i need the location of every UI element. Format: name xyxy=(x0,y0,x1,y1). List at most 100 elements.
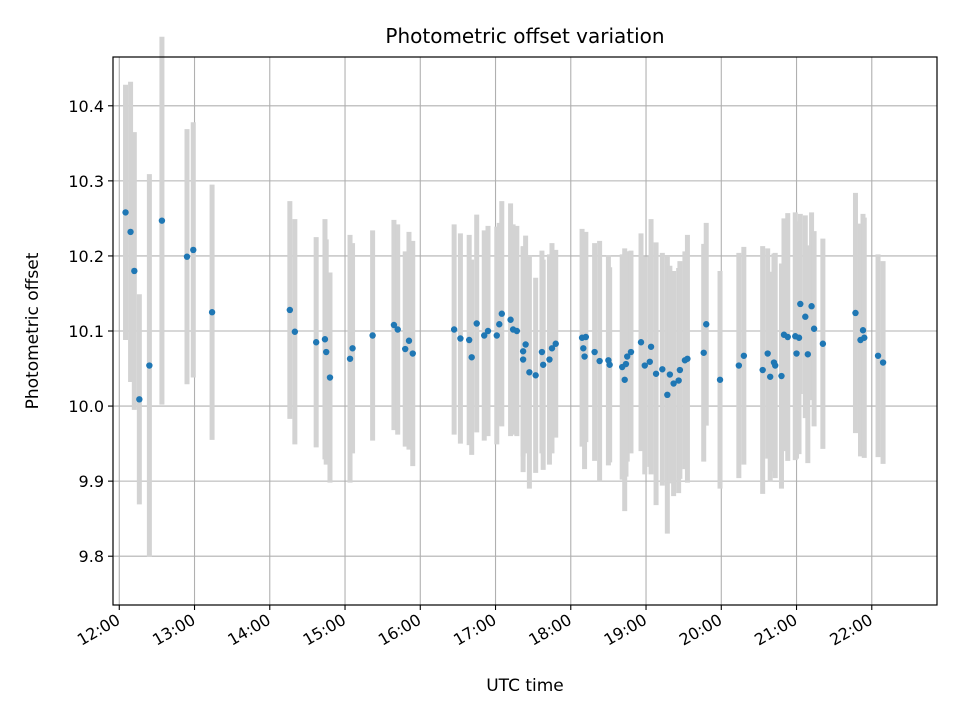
data-point xyxy=(532,372,539,379)
data-point xyxy=(735,362,743,369)
x-axis-label: UTC time xyxy=(486,676,564,696)
data-point xyxy=(764,350,771,357)
data-point xyxy=(496,321,503,328)
data-point xyxy=(637,339,645,346)
data-point xyxy=(484,327,492,335)
y-tick-label: 10.2 xyxy=(68,247,104,266)
data-point xyxy=(548,345,556,352)
data-point xyxy=(759,366,766,374)
data-point xyxy=(784,333,791,341)
data-point xyxy=(700,349,707,356)
data-point xyxy=(647,343,655,350)
data-point xyxy=(716,376,724,383)
data-point xyxy=(797,300,804,308)
y-tick-label: 10.1 xyxy=(68,322,104,341)
data-point xyxy=(879,359,887,366)
data-point xyxy=(390,321,398,329)
data-point xyxy=(624,353,631,360)
data-point xyxy=(546,356,553,363)
data-point xyxy=(465,336,473,344)
data-point xyxy=(519,356,527,363)
data-point xyxy=(369,332,376,339)
data-point xyxy=(519,348,527,355)
data-points xyxy=(122,209,887,403)
data-point xyxy=(778,372,785,380)
y-axis-ticks: 9.8 9.9 10.0 10.1 10.2 10.3 10.4 xyxy=(68,97,113,566)
data-point xyxy=(591,348,598,356)
data-point xyxy=(498,310,505,317)
data-point xyxy=(127,228,134,236)
data-point xyxy=(457,335,464,342)
data-point xyxy=(606,361,613,368)
data-point xyxy=(346,355,354,362)
data-point xyxy=(670,380,677,387)
data-point xyxy=(582,333,590,341)
data-point xyxy=(468,354,475,361)
chart-title: Photometric offset variation xyxy=(385,24,664,48)
data-point xyxy=(861,334,868,341)
data-point xyxy=(291,328,299,335)
data-point xyxy=(190,246,197,254)
data-point xyxy=(740,352,748,359)
data-point xyxy=(795,334,803,341)
data-point xyxy=(859,327,867,334)
data-point xyxy=(581,353,588,360)
y-tick-label: 9.9 xyxy=(79,472,104,491)
data-point xyxy=(158,217,166,224)
data-point xyxy=(852,309,859,317)
data-point xyxy=(507,316,514,323)
data-point xyxy=(580,345,587,352)
data-point xyxy=(409,350,416,357)
data-point xyxy=(405,337,413,344)
data-point xyxy=(513,327,521,335)
data-point xyxy=(538,348,546,356)
data-point xyxy=(641,362,648,369)
data-point xyxy=(522,341,529,348)
data-point xyxy=(349,345,356,352)
data-point xyxy=(122,209,129,216)
data-point xyxy=(874,352,882,359)
data-point xyxy=(627,348,635,356)
data-point xyxy=(493,332,500,339)
data-point xyxy=(666,371,674,378)
data-point xyxy=(596,357,603,365)
data-point xyxy=(684,355,691,362)
data-point xyxy=(810,325,818,332)
data-point xyxy=(804,351,812,358)
data-point xyxy=(286,306,294,314)
data-point xyxy=(136,396,143,403)
data-point xyxy=(802,313,809,320)
data-point xyxy=(312,339,320,346)
data-point xyxy=(481,332,488,339)
data-point xyxy=(450,326,458,333)
data-point xyxy=(526,369,533,376)
y-tick-label: 10.4 xyxy=(68,97,104,116)
data-point xyxy=(321,336,329,343)
y-tick-label: 10.3 xyxy=(68,172,104,191)
data-point xyxy=(652,370,660,377)
data-point xyxy=(326,374,334,381)
data-point xyxy=(676,366,684,374)
data-point xyxy=(539,361,547,368)
data-point xyxy=(664,391,671,399)
data-point xyxy=(675,377,682,384)
data-point xyxy=(131,267,138,275)
data-point xyxy=(772,362,779,369)
data-point xyxy=(819,340,827,347)
y-tick-label: 9.8 xyxy=(79,547,104,566)
data-point xyxy=(208,309,216,316)
data-point xyxy=(146,362,153,369)
data-point xyxy=(646,358,653,365)
data-point xyxy=(621,376,628,383)
data-point xyxy=(552,340,559,347)
data-point xyxy=(473,320,480,327)
data-point xyxy=(394,326,401,333)
data-point xyxy=(402,345,409,353)
data-point xyxy=(622,360,630,368)
data-point xyxy=(793,350,800,357)
y-tick-label: 10.0 xyxy=(68,397,104,416)
data-point xyxy=(659,366,666,373)
data-point xyxy=(703,321,710,328)
data-point xyxy=(323,348,330,356)
